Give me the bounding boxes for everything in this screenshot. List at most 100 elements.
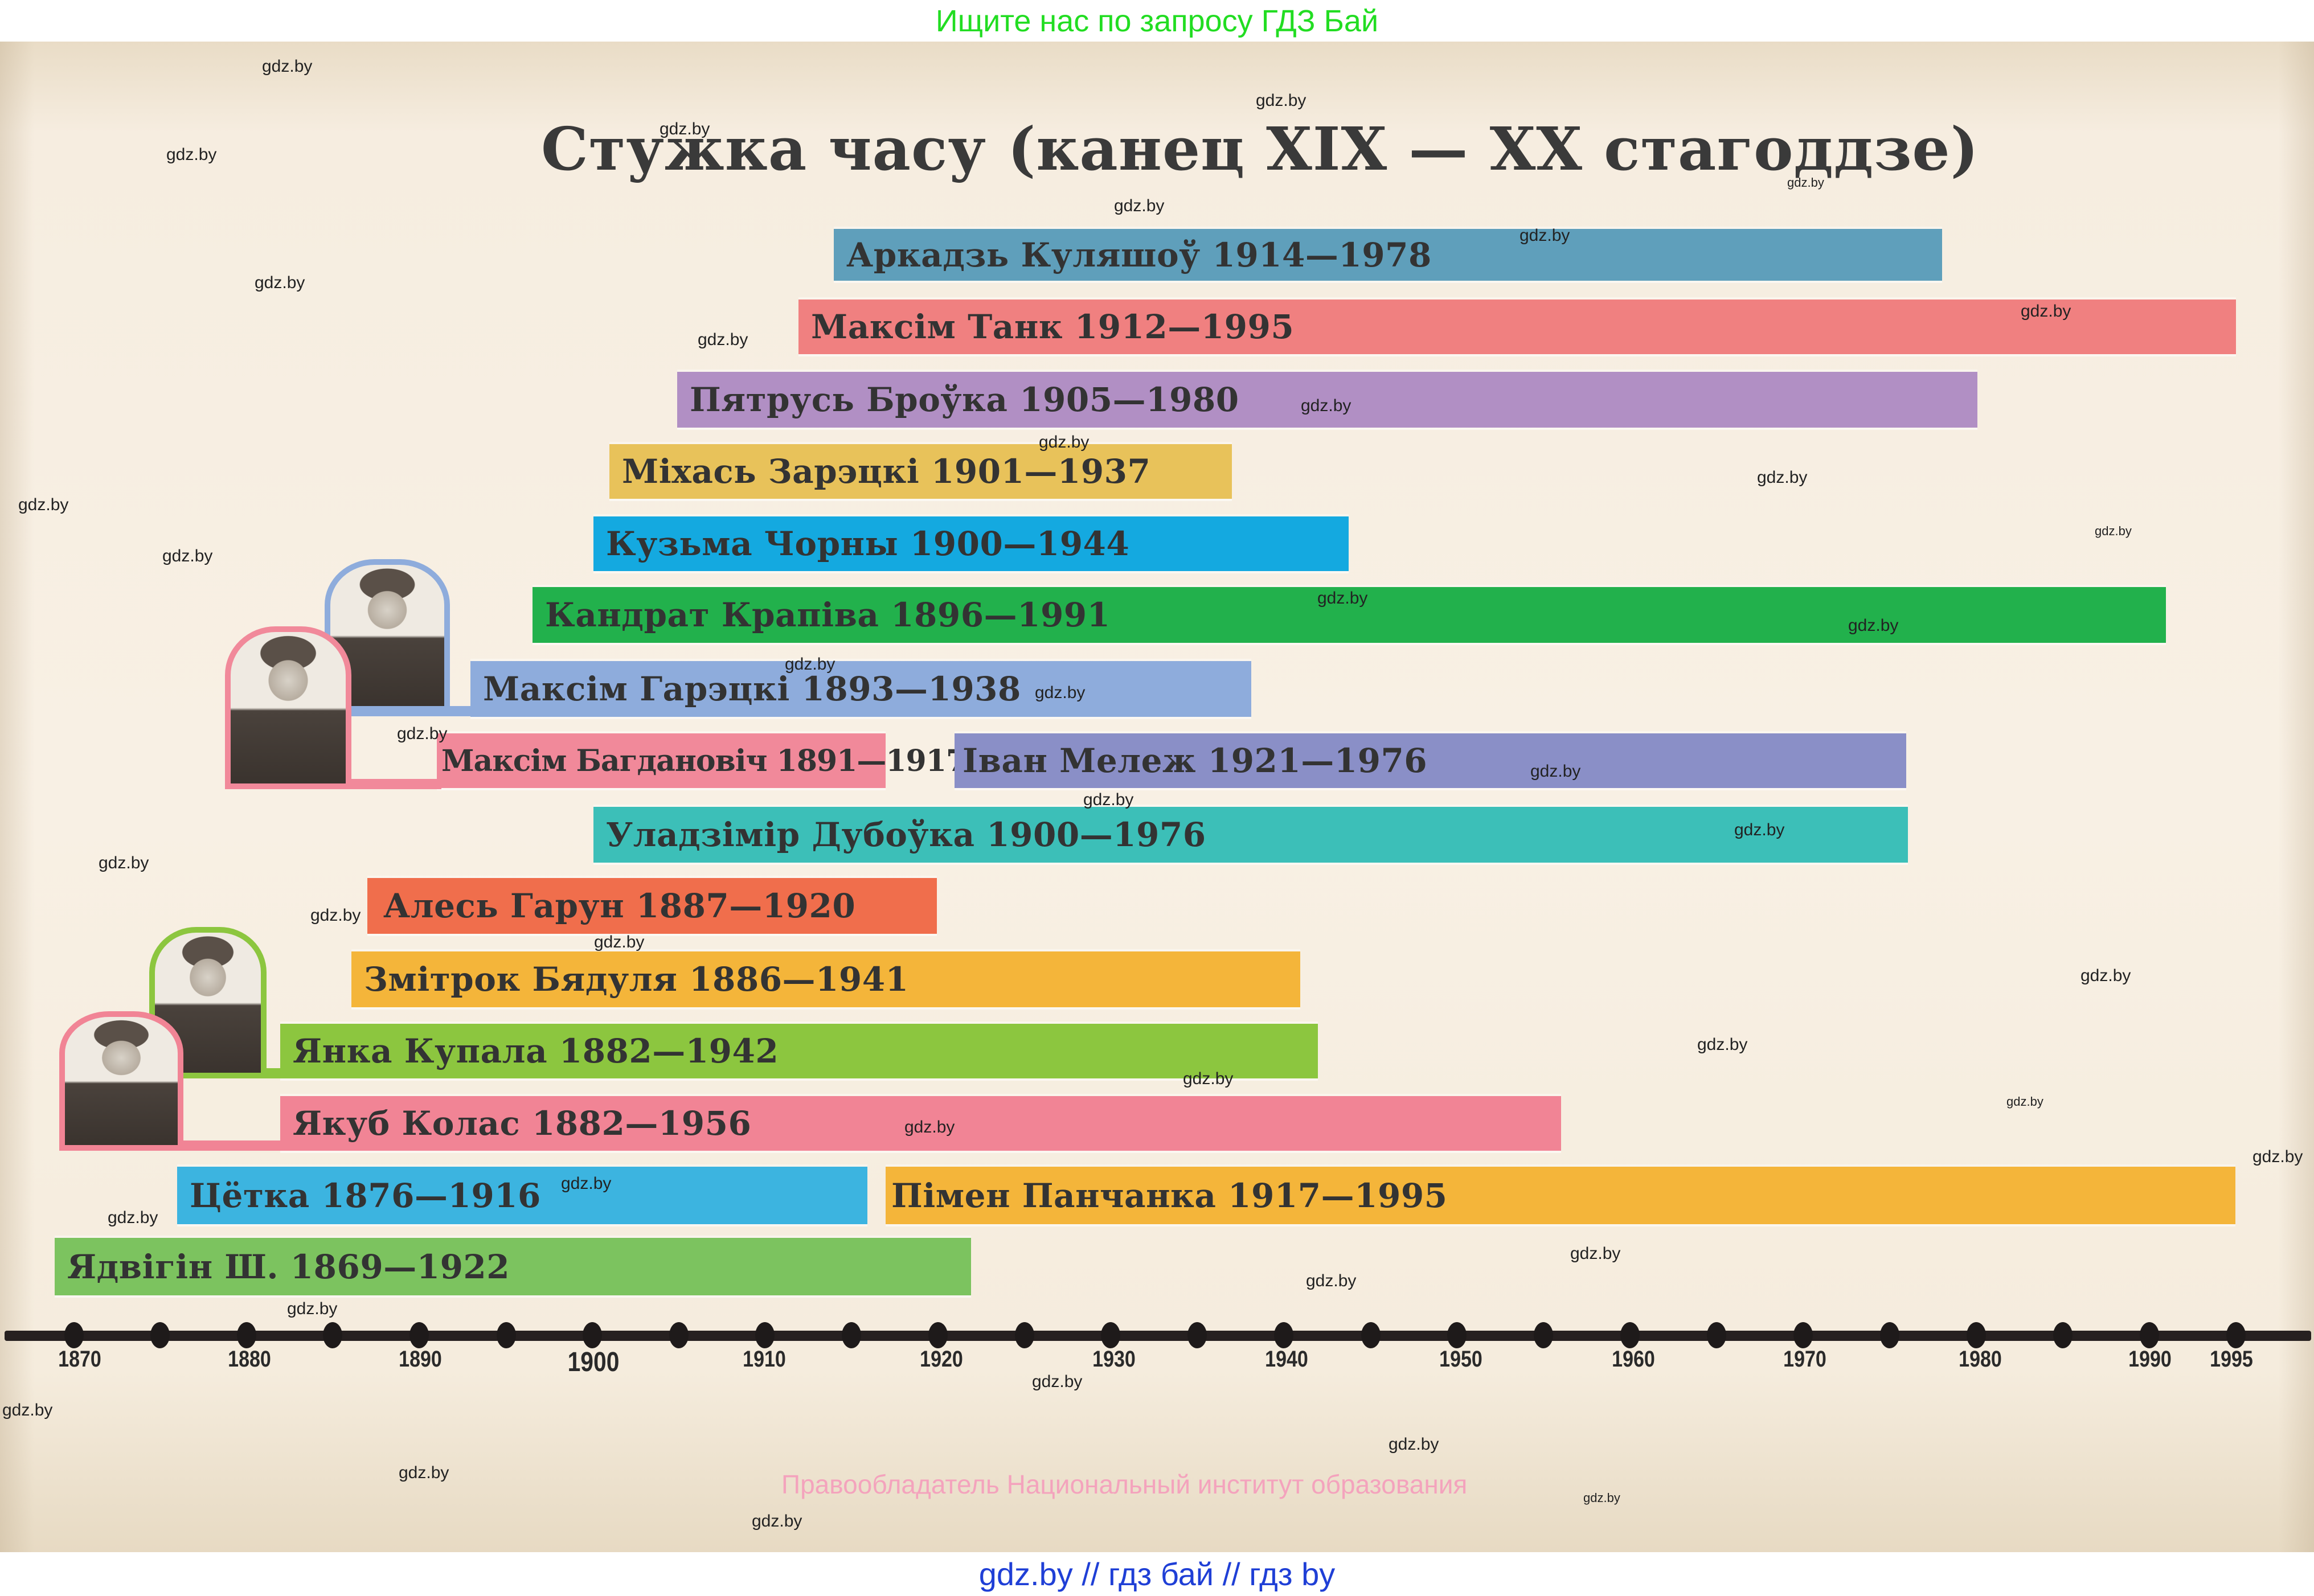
watermark: gdz.by [310, 906, 361, 925]
watermark: gdz.by [2021, 302, 2071, 321]
watermark: gdz.by [594, 933, 645, 951]
timeline-bar-krapiva: Кандрат Крапіва 1896—1991 [533, 587, 2166, 643]
watermark: gdz.by [698, 330, 748, 349]
watermark: gdz.by [1734, 820, 1785, 839]
watermark: gdz.by [1183, 1069, 1234, 1088]
watermark: gdz.by [752, 1512, 802, 1531]
watermark: gdz.by [1035, 683, 1086, 702]
axis-tick [237, 1322, 256, 1348]
axis-label-1880: 1880 [228, 1347, 271, 1372]
timeline-bar-dubouka: Уладзімір Дубоўка 1900—1976 [593, 807, 1908, 863]
axis-tick [928, 1322, 948, 1348]
watermark: gdz.by [1583, 1491, 1620, 1505]
axis-tick [2140, 1322, 2159, 1348]
top-banner: Ищите нас по запросу ГДЗ Бай [0, 0, 2314, 42]
watermark: gdz.by [262, 57, 313, 76]
axis-tick [2053, 1322, 2073, 1348]
timeline-bar-bahdanovich: Максім Багдановіч 1891—1917 [437, 733, 966, 788]
bar-label: Іван Мележ 1921—1976 [963, 741, 1428, 780]
axis-label-1930: 1930 [1092, 1347, 1136, 1372]
bottom-banner-text: gdz.by // гдз бай // гдз by [978, 1556, 1336, 1592]
watermark: gdz.by [1848, 616, 1899, 635]
axis-tick [409, 1322, 429, 1348]
watermark: gdz.by [1697, 1035, 1748, 1054]
axis-label-1995: 1995 [2210, 1347, 2253, 1372]
axis-label-1940: 1940 [1265, 1347, 1308, 1372]
watermark: gdz.by [1570, 1244, 1621, 1263]
watermark: gdz.by [660, 120, 710, 138]
watermark: gdz.by [1530, 762, 1581, 781]
axis-label-1950: 1950 [1439, 1347, 1482, 1372]
bar-label: Максім Гарэцкі 1893—1938 [483, 670, 1021, 708]
timeline-bar-panchanka: Пімен Панчанка 1917—1995 [886, 1167, 2235, 1224]
axis-label-1980: 1980 [1959, 1347, 2002, 1372]
watermark: gdz.by [2006, 1094, 2043, 1109]
watermark: gdz.by [108, 1208, 158, 1227]
watermark: gdz.by [162, 547, 213, 565]
timeline-bar-zaretski: Міхась Зарэцкі 1901—1937 [609, 444, 1232, 499]
timeline-bar-kolas: Якуб Колас 1882—1956 [280, 1096, 1561, 1151]
axis-label-1970: 1970 [1783, 1347, 1826, 1372]
timeline-bar-kupala: Янка Купала 1882—1942 [280, 1024, 1318, 1078]
bar-label: Янка Купала 1882—1942 [293, 1032, 779, 1070]
bar-label: Якуб Колас 1882—1956 [293, 1104, 752, 1143]
bar-label: Змітрок Бядуля 1886—1941 [364, 960, 909, 999]
axis-tick [842, 1322, 861, 1348]
bar-label: Пімен Панчанка 1917—1995 [891, 1176, 1448, 1215]
timeline-paper-background [0, 42, 2314, 1552]
watermark: gdz.by [785, 655, 836, 674]
axis-tick [1274, 1322, 1293, 1348]
portrait-maksim-bahdanovich [225, 626, 351, 789]
axis-tick [1015, 1322, 1034, 1348]
bar-label: Алесь Гарун 1887—1920 [383, 887, 856, 925]
axis-tick [755, 1322, 775, 1348]
watermark: gdz.by [2, 1401, 53, 1419]
watermark: gdz.by [1520, 226, 1570, 245]
timeline-axis [5, 1331, 2311, 1341]
axis-tick [1187, 1322, 1207, 1348]
axis-label-1990: 1990 [2128, 1347, 2172, 1372]
bar-label: Ядвігін Ш. 1869—1922 [67, 1247, 510, 1286]
axis-tick [669, 1322, 689, 1348]
axis-tick [1620, 1322, 1640, 1348]
watermark: gdz.by [166, 145, 217, 164]
top-banner-text: Ищите нас по запросу ГДЗ Бай [935, 3, 1379, 38]
bar-label: Кандрат Крапіва 1896—1991 [545, 596, 1111, 634]
axis-tick [1534, 1322, 1553, 1348]
bar-label: Аркадзь Куляшоў 1914—1978 [846, 235, 1432, 274]
timeline-bar-chorny: Кузьма Чорны 1900—1944 [593, 516, 1349, 571]
watermark: gdz.by [255, 273, 305, 292]
watermark: gdz.by [18, 495, 69, 514]
timeline-bar-biadulia: Змітрок Бядуля 1886—1941 [351, 951, 1300, 1007]
timeline-bar-brouka: Пятрусь Броўка 1905—1980 [677, 372, 1977, 428]
axis-tick [1967, 1322, 1986, 1348]
axis-tick [323, 1322, 342, 1348]
axis-label-1960: 1960 [1612, 1347, 1655, 1372]
axis-tick [150, 1322, 170, 1348]
bar-label: Пятрусь Броўка 1905—1980 [690, 380, 1239, 419]
axis-label-1900: 1900 [567, 1347, 620, 1377]
copyright-notice: Правообладатель Национальный институт об… [781, 1470, 1468, 1499]
axis-tick [1361, 1322, 1381, 1348]
watermark: gdz.by [287, 1299, 338, 1318]
portrait-yakub-kolas [59, 1011, 183, 1151]
axis-label-1910: 1910 [743, 1347, 786, 1372]
watermark: gdz.by [1032, 1372, 1083, 1391]
bar-label: Максім Багдановіч 1891—1917 [441, 743, 966, 778]
timeline-bar-haretski: Максім Гарэцкі 1893—1938 [470, 661, 1251, 717]
watermark: gdz.by [1306, 1271, 1357, 1290]
watermark: gdz.by [561, 1174, 612, 1193]
bar-label: Цётка 1876—1916 [190, 1176, 541, 1215]
axis-tick [64, 1322, 84, 1348]
axis-tick [583, 1322, 602, 1348]
axis-label-1920: 1920 [920, 1347, 963, 1372]
watermark: gdz.by [399, 1463, 449, 1482]
watermark: gdz.by [1757, 468, 1808, 487]
timeline-bar-yadvihin: Ядвігін Ш. 1869—1922 [55, 1238, 971, 1295]
watermark: gdz.by [397, 724, 448, 743]
axis-tick [1447, 1322, 1467, 1348]
watermark: gdz.by [1787, 175, 1824, 190]
watermark: gdz.by [904, 1118, 955, 1137]
watermark: gdz.by [1301, 396, 1351, 415]
chart-title: Стужка часу (канец XIX — XX стагоддзе) [541, 114, 1979, 184]
